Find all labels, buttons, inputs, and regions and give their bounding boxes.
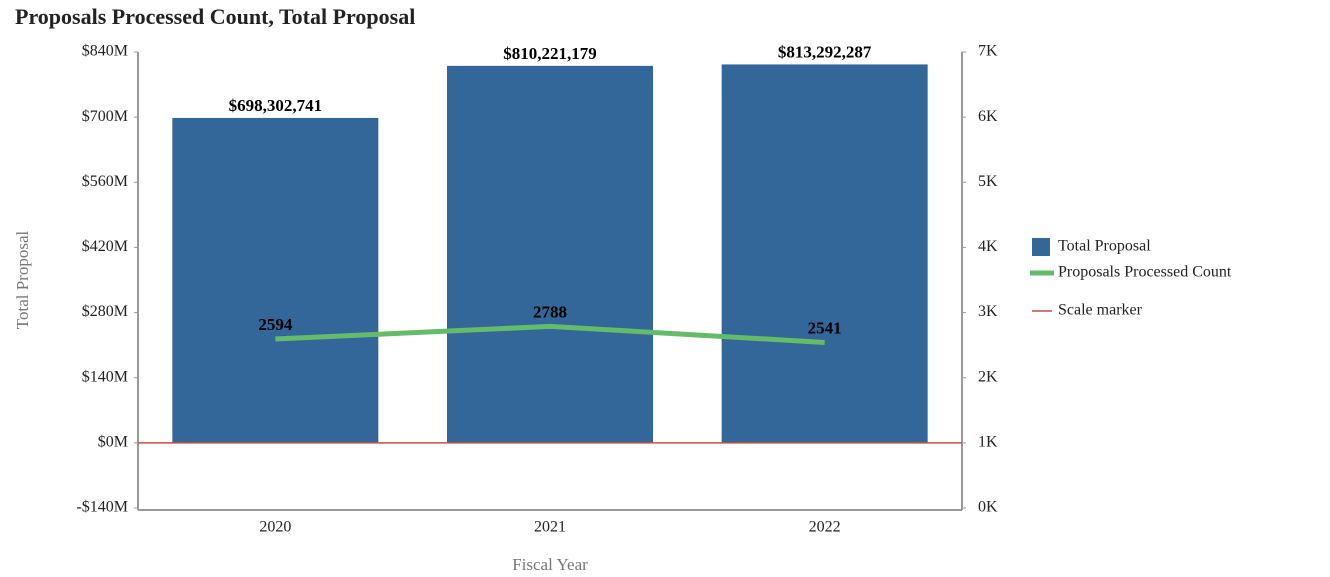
legend-label: Total Proposal <box>1058 238 1151 255</box>
x-tick-label: 2022 <box>809 519 841 536</box>
x-tick-label: 2021 <box>534 519 566 536</box>
bar-value-label: $698,302,741 <box>229 96 323 115</box>
legend-label: Scale marker <box>1058 302 1143 319</box>
y2-tick-label: 1K <box>978 434 998 451</box>
y-axis-title: Total Proposal <box>13 231 32 330</box>
y2-tick-label: 3K <box>978 303 998 320</box>
y-tick-label: $840M <box>82 43 128 60</box>
legend-label: Proposals Processed Count <box>1058 264 1232 281</box>
line-value-label: 2788 <box>533 302 567 321</box>
x-tick-label: 2020 <box>259 519 291 536</box>
bar <box>172 117 379 443</box>
bar-value-label: $813,292,287 <box>778 42 872 61</box>
y2-tick-label: 2K <box>978 368 998 385</box>
y-tick-label: $420M <box>82 238 128 255</box>
legend-swatch <box>1032 238 1050 256</box>
y2-tick-label: 6K <box>978 108 998 125</box>
line-value-label: 2541 <box>808 318 842 337</box>
line-value-label: 2594 <box>258 315 293 334</box>
chart-title: Proposals Processed Count, Total Proposa… <box>15 4 415 29</box>
y2-tick-label: 5K <box>978 173 998 190</box>
bar <box>721 64 928 443</box>
y-tick-label: $0M <box>98 434 128 451</box>
bar <box>447 65 653 443</box>
y2-tick-label: 7K <box>978 43 998 60</box>
y-tick-label: $140M <box>82 368 128 385</box>
y-tick-label: $280M <box>82 303 128 320</box>
y-tick-label: $700M <box>82 108 128 125</box>
y-tick-label: $560M <box>82 173 128 190</box>
y2-tick-label: 4K <box>978 238 998 255</box>
y-tick-label: -$140M <box>76 499 128 516</box>
y2-tick-label: 0K <box>978 499 998 516</box>
bar-value-label: $810,221,179 <box>503 44 597 63</box>
x-axis-title: Fiscal Year <box>512 555 588 574</box>
line-series <box>275 323 825 345</box>
